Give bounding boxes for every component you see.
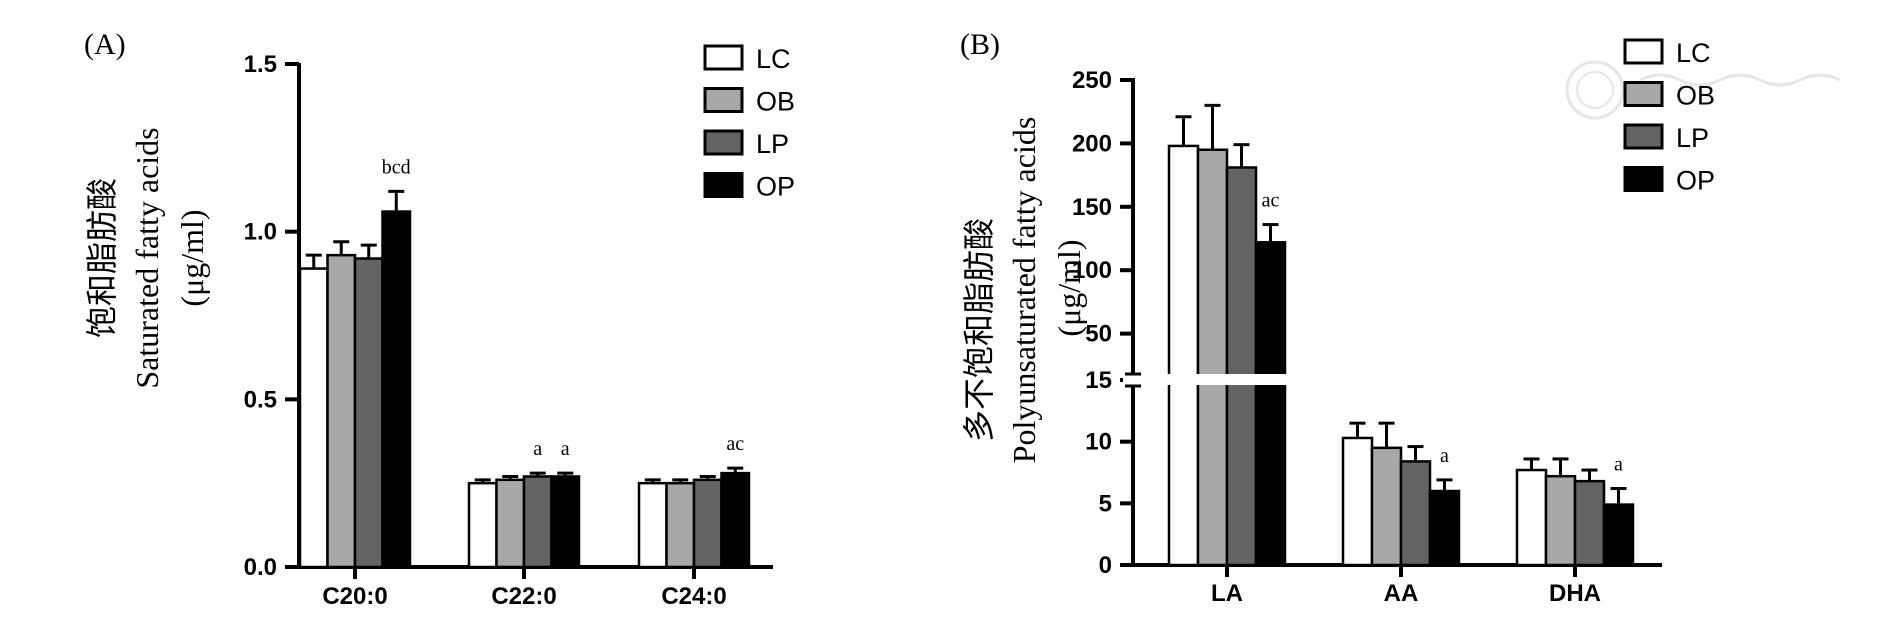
panel-b-annotation-2: a: [1614, 454, 1623, 476]
panel-b-bar-ob-2: [1544, 474, 1577, 567]
panel-a-xtick-label-0: C20:0: [322, 583, 387, 610]
legend-swatch-ob: [1623, 81, 1664, 107]
legend-label-lc: LC: [756, 44, 791, 74]
panel-b: (B) 多不饱和脂肪酸 Polyunsaturated fatty acids …: [960, 28, 1715, 607]
panel-b-bar-lp-1: [1399, 460, 1432, 567]
panel-a-bar-op-0: [381, 210, 412, 569]
panel-a-bar-lc-2: [637, 481, 668, 569]
panel-a-bar-lp-0: [353, 257, 384, 569]
panel-a-ylabel-unit: (μg/ml): [174, 209, 210, 306]
legend-swatch-lc: [1623, 38, 1664, 65]
panel-b-legend: LC OB LP OP: [1623, 38, 1715, 196]
panel-a-y-axis-title: 饱和脂肪酸 Saturated fatty acids (μg/ml): [84, 127, 210, 388]
panel-a-ytick-label-2: 1.0: [244, 219, 277, 246]
legend-label-op: OP: [1676, 166, 1715, 196]
panel-b-ytick-label-upper-4: 250: [1072, 67, 1112, 94]
watermark-seal: [1565, 60, 1841, 120]
panel-a-ytick-label-1: 0.5: [244, 386, 277, 413]
legend-label-lp: LP: [756, 129, 789, 159]
panel-a-ytick-label-3: 1.5: [244, 51, 277, 78]
panel-b-annotation-1: a: [1440, 445, 1449, 467]
panel-b-xtick-label-2: DHA: [1549, 580, 1601, 607]
panel-a-plot: 0.0 0.5 1.0 1.5 bcd a a ac C20:0 C22:0 C24:0: [244, 51, 773, 610]
legend-label-ob: OB: [1676, 81, 1715, 111]
panel-a-bar-lp-2: [692, 478, 723, 569]
panel-b-ytick-label-upper-0: 50: [1085, 321, 1112, 348]
panel-a-annotation-3: ac: [726, 433, 744, 455]
panel-b-ylabel-cn: 多不饱和脂肪酸: [961, 218, 997, 442]
legend-swatch-ob: [703, 87, 744, 113]
panel-b-bar-lp-2: [1573, 479, 1606, 567]
legend-label-ob: OB: [756, 87, 795, 117]
panel-a-bar-ob-0: [326, 253, 357, 569]
panel-a-bar-ob-2: [665, 481, 696, 569]
panel-b-ytick-label-upper-1: 100: [1072, 257, 1112, 284]
panel-a-annotation-0: bcd: [382, 156, 411, 178]
legend-swatch-lc: [703, 44, 744, 71]
panel-a-bar-op-2: [720, 471, 751, 569]
panel-a-xtick-label-2: C24:0: [661, 583, 726, 610]
panel-b-bar-lp-0: [1225, 166, 1258, 567]
panel-a-bar-lc-0: [298, 267, 329, 569]
panel-b-ytick-label-upper-2: 150: [1072, 194, 1112, 221]
legend-label-lp: LP: [1676, 123, 1709, 153]
panel-b-bar-lc-2: [1515, 468, 1548, 567]
panel-b-y-axis-title: 多不饱和脂肪酸 Polyunsaturated fatty acids (μg/…: [961, 117, 1087, 464]
panel-a-xtick-label-1: C22:0: [491, 583, 556, 610]
panel-b-ytick-label-lower-3: 15: [1085, 367, 1112, 394]
panel-a-ylabel-en: Saturated fatty acids: [129, 127, 165, 388]
panel-b-ylabel-unit: (μg/ml): [1051, 239, 1087, 336]
panel-a: (A) 饱和脂肪酸 Saturated fatty acids (μg/ml) …: [84, 28, 795, 610]
panel-b-ytick-label-upper-3: 200: [1072, 130, 1112, 157]
legend-swatch-op: [1623, 166, 1664, 192]
legend-swatch-op: [703, 172, 744, 198]
legend-label-op: OP: [756, 172, 795, 202]
panel-a-legend: LC OB LP OP: [703, 44, 795, 202]
panel-b-ylabel-en: Polyunsaturated fatty acids: [1006, 117, 1042, 464]
panel-a-bar-ob-1: [495, 478, 526, 569]
panel-b-xtick-label-0: LA: [1211, 580, 1243, 607]
legend-label-lc: LC: [1676, 38, 1711, 68]
panel-a-bar-op-1: [550, 475, 581, 569]
panel-b-label: (B): [960, 28, 1000, 61]
panel-b-ytick-label-lower-1: 5: [1099, 490, 1112, 517]
panel-a-ylabel-cn: 饱和脂肪酸: [84, 178, 120, 338]
panel-a-label: (A): [84, 28, 126, 61]
panel-b-axis-break-gap: [1123, 374, 1303, 385]
panel-a-bar-lc-1: [467, 481, 498, 569]
panel-b-annotation-0: ac: [1262, 190, 1280, 212]
panel-b-bar-lc-1: [1341, 436, 1374, 567]
panel-b-bar-ob-0: [1196, 148, 1229, 567]
panel-b-bar-lc-0: [1167, 144, 1200, 567]
legend-swatch-lp: [1623, 123, 1664, 150]
panel-b-ytick-label-lower-0: 0: [1099, 552, 1112, 579]
legend-swatch-lp: [703, 129, 744, 156]
panel-b-bar-op-1: [1428, 489, 1461, 567]
panel-b-ytick-label-lower-2: 10: [1085, 429, 1112, 456]
panel-b-bar-op-0: [1254, 241, 1287, 567]
panel-b-bar-op-2: [1602, 503, 1635, 567]
panel-b-plot: 0 5 10 15 50 100 150 200 250 ac a a LA AA DHA: [1072, 67, 1662, 607]
panel-a-ytick-label-0: 0.0: [244, 554, 277, 581]
panel-a-annotation-2: a: [561, 438, 570, 460]
panel-a-bar-lp-1: [522, 475, 553, 569]
panel-b-bar-ob-1: [1370, 446, 1403, 567]
panel-a-annotation-1: a: [533, 438, 542, 460]
panel-b-xtick-label-1: AA: [1384, 580, 1419, 607]
